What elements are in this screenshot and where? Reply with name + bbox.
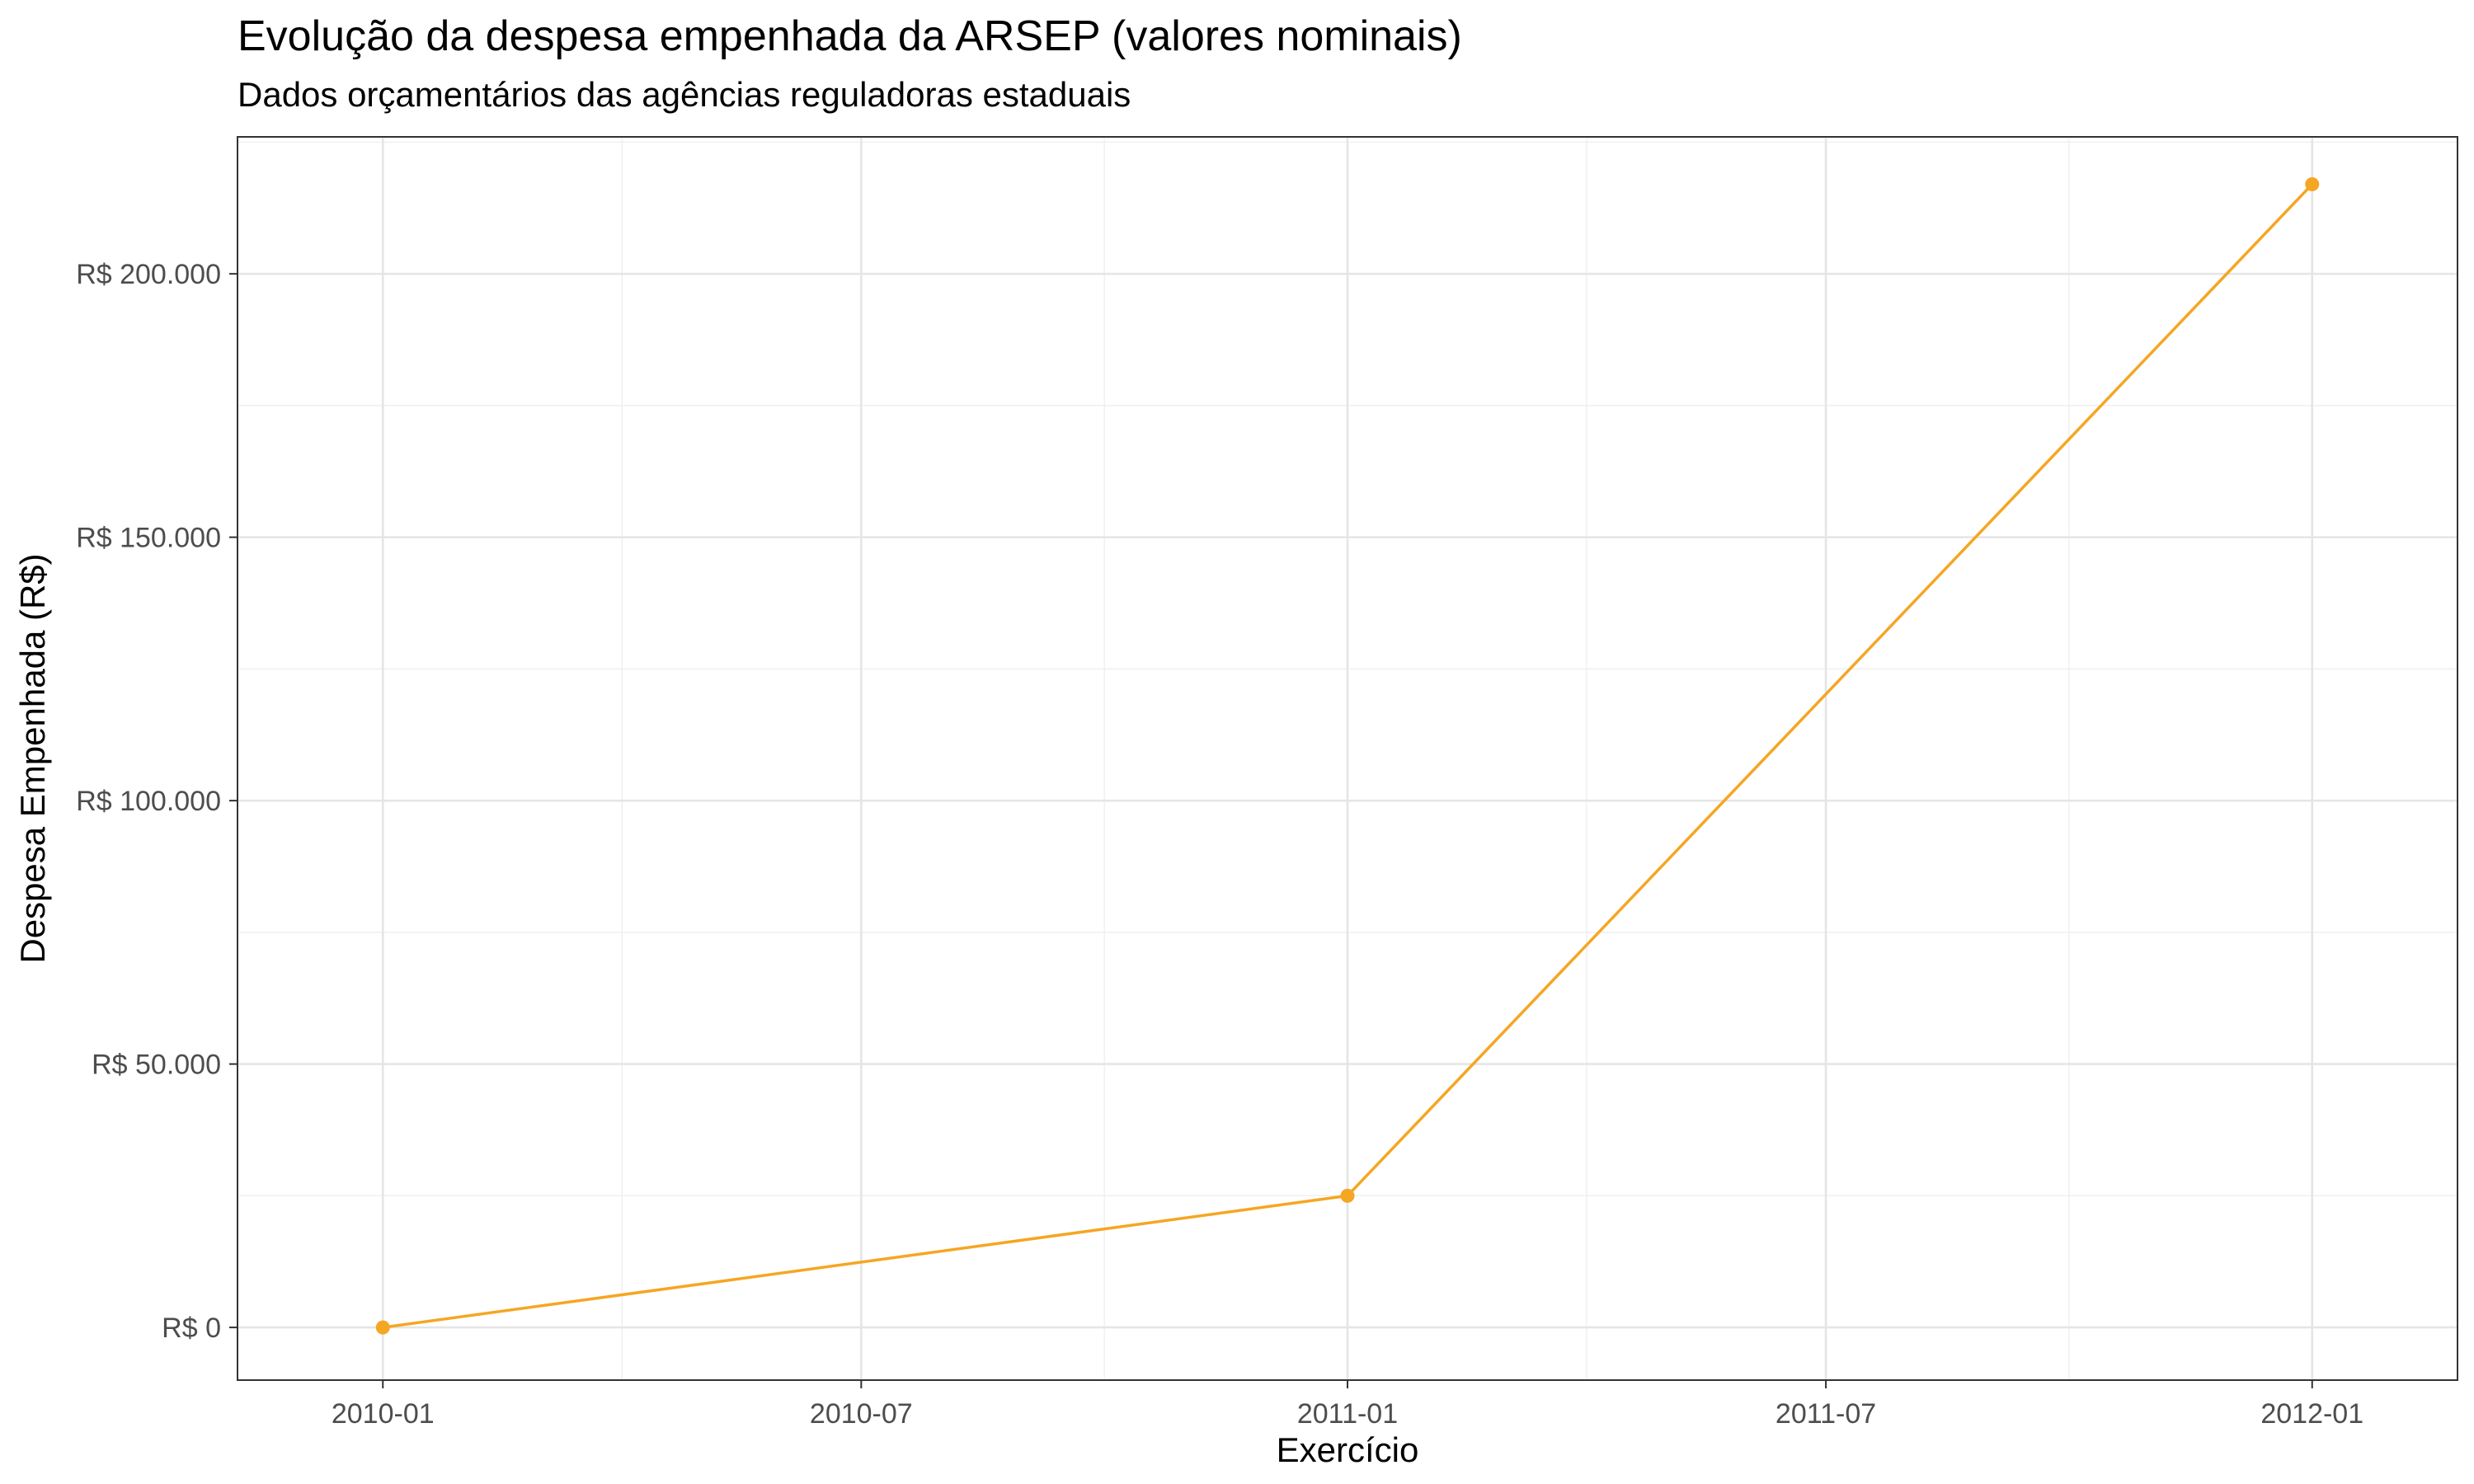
x-tick-label: 2010-07 — [810, 1398, 913, 1430]
y-axis-title: Despesa Empenhada (R$) — [13, 553, 52, 963]
series-layer — [375, 177, 2320, 1335]
y-tick-label: R$ 0 — [162, 1313, 221, 1344]
x-tick-label: 2010-01 — [332, 1398, 435, 1430]
grid-major — [238, 137, 2458, 1380]
data-point — [1340, 1188, 1355, 1203]
x-tick-label: 2011-01 — [1297, 1398, 1398, 1430]
y-axis: R$ 0 R$ 50.000 R$ 100.000 R$ 150.000 R$ 200.… — [76, 259, 238, 1344]
y-tick-label: R$ 50.000 — [92, 1050, 221, 1081]
x-tick-label: 2011-07 — [1776, 1398, 1876, 1430]
x-tick-label: 2012-01 — [2260, 1398, 2363, 1430]
y-tick-label: R$ 150.000 — [76, 523, 221, 554]
chart-subtitle: Dados orçamentários das agências regulad… — [238, 75, 1131, 114]
chart-title: Evolução da despesa empenhada da ARSEP (… — [238, 12, 1462, 60]
x-axis-title: Exercício — [1277, 1430, 1419, 1469]
x-axis: 2010-01 2010-07 2011-01 2011-07 2012-01 — [332, 1380, 2363, 1430]
y-tick-label: R$ 200.000 — [76, 259, 221, 290]
data-point — [375, 1320, 390, 1335]
data-point — [2305, 177, 2320, 192]
y-tick-label: R$ 100.000 — [76, 786, 221, 817]
